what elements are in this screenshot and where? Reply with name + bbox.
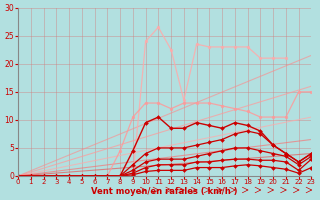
X-axis label: Vent moyen/en rafales ( km/h ): Vent moyen/en rafales ( km/h ) <box>92 187 238 196</box>
